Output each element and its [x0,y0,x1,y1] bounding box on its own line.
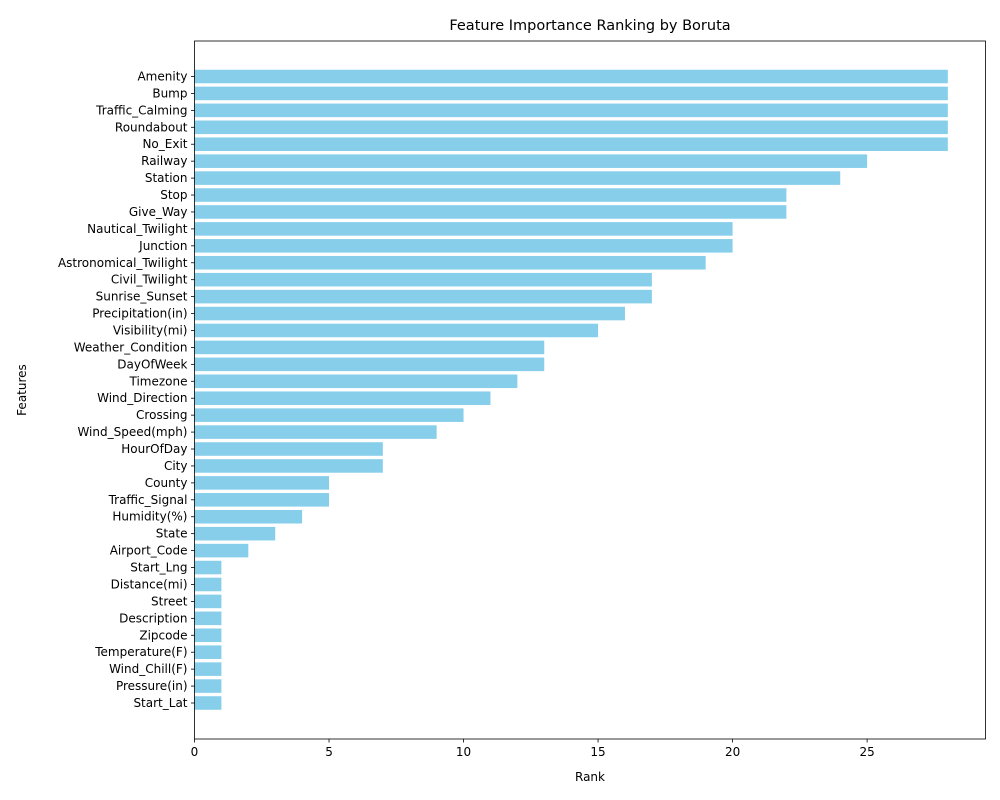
bar-zipcode [194,628,222,643]
bar-weather-condition [194,340,545,355]
bar-pressure-in [194,679,222,693]
bar-nautical-twilight [194,222,733,236]
x-axis-title: Rank [575,770,605,784]
y-tick-label: Bump [152,86,187,100]
bar-distance-mi [194,577,222,592]
y-tick-label: Railway [141,154,187,168]
y-tick-label: Nautical_Twilight [87,222,188,236]
x-tick-label: 15 [590,745,605,759]
y-tick-label: Distance(mi) [111,577,188,591]
bar-start-lng [194,560,222,575]
y-tick-label: County [145,476,188,490]
bar-dayofweek [194,357,545,372]
y-tick-label: Start_Lng [130,561,187,575]
y-tick-label: Wind_Chill(F) [109,662,187,676]
x-tick-label: 25 [859,745,874,759]
bars-layer [194,69,948,710]
bar-station [194,171,841,185]
chart-title: Feature Importance Ranking by Boruta [449,18,730,34]
bar-sunrise-sunset [194,289,652,304]
bar-amenity [194,69,948,84]
bar-wind-speed-mph [194,425,437,439]
bar-give-way [194,205,787,219]
bar-wind-chill-f [194,662,222,676]
bar-visibility-mi [194,323,599,338]
y-tick-label: Temperature(F) [94,645,187,659]
y-tick-label: No_Exit [142,137,187,151]
y-tick-label: Civil_Twilight [111,273,188,287]
y-tick-label: Amenity [137,70,187,84]
bar-hourofday [194,442,383,456]
y-tick-label: Wind_Direction [97,391,187,405]
y-tick-label: Sunrise_Sunset [96,290,188,304]
y-tick-label: Visibility(mi) [113,323,188,337]
y-tick-label: Station [145,171,188,185]
bar-roundabout [194,120,948,135]
y-tick-label: Description [119,611,187,625]
y-axis-title: Features [15,364,29,416]
y-tick-label: Traffic_Calming [95,103,187,117]
bar-junction [194,239,733,253]
bar-start-lat [194,696,222,710]
y-tick-label: Zipcode [139,628,187,642]
y-tick-label: Stop [160,188,187,202]
y-tick-label: Roundabout [115,120,188,134]
x-tick-label: 10 [456,745,471,759]
y-tick-label: Timezone [129,374,188,388]
bar-stop [194,188,787,202]
y-tick-label: HourOfDay [121,442,187,456]
bar-no-exit [194,137,948,152]
bar-description [194,611,222,626]
bar-county [194,476,330,490]
y-axis-ticks: Amenity Bump Traffic_Calming Roundabout No_E… [58,70,195,710]
bar-state [194,526,276,541]
x-tick-label: 20 [725,745,740,759]
y-tick-label: Give_Way [129,205,188,219]
bar-timezone [194,374,518,389]
bar-astronomical-twilight [194,255,706,270]
y-tick-label: Pressure(in) [116,679,188,693]
bar-bump [194,86,948,101]
bar-crossing [194,408,464,422]
bar-temperature-f [194,645,222,659]
y-tick-label: DayOfWeek [117,357,187,371]
bar-street [194,594,222,609]
y-tick-label: Weather_Condition [74,340,188,354]
bar-airport-code [194,543,249,558]
y-tick-label: Airport_Code [110,544,188,558]
y-tick-label: Traffic_Signal [108,493,188,507]
y-tick-label: Junction [138,239,187,253]
bar-railway [194,154,868,168]
y-tick-label: Wind_Speed(mph) [77,425,187,439]
x-tick-label: 0 [191,745,199,759]
bar-humidity [194,509,303,524]
bar-city [194,459,383,473]
plot-frame [194,40,986,740]
bar-civil-twilight [194,272,652,287]
bar-traffic-calming [194,103,948,118]
y-tick-label: State [156,527,188,541]
y-tick-label: Humidity(%) [112,510,187,524]
bar-traffic-signal [194,493,330,507]
bar-precipitation-in [194,306,625,321]
y-tick-label: Precipitation(in) [92,307,187,321]
y-tick-label: Start_Lat [133,696,187,710]
y-tick-label: Street [151,594,188,608]
y-tick-label: Astronomical_Twilight [58,256,188,270]
y-tick-label: Crossing [136,408,187,422]
x-tick-label: 5 [325,745,333,759]
x-axis-ticks: 0 5 10 15 20 25 [191,739,875,759]
y-tick-label: City [164,459,188,473]
bar-wind-direction [194,391,491,405]
